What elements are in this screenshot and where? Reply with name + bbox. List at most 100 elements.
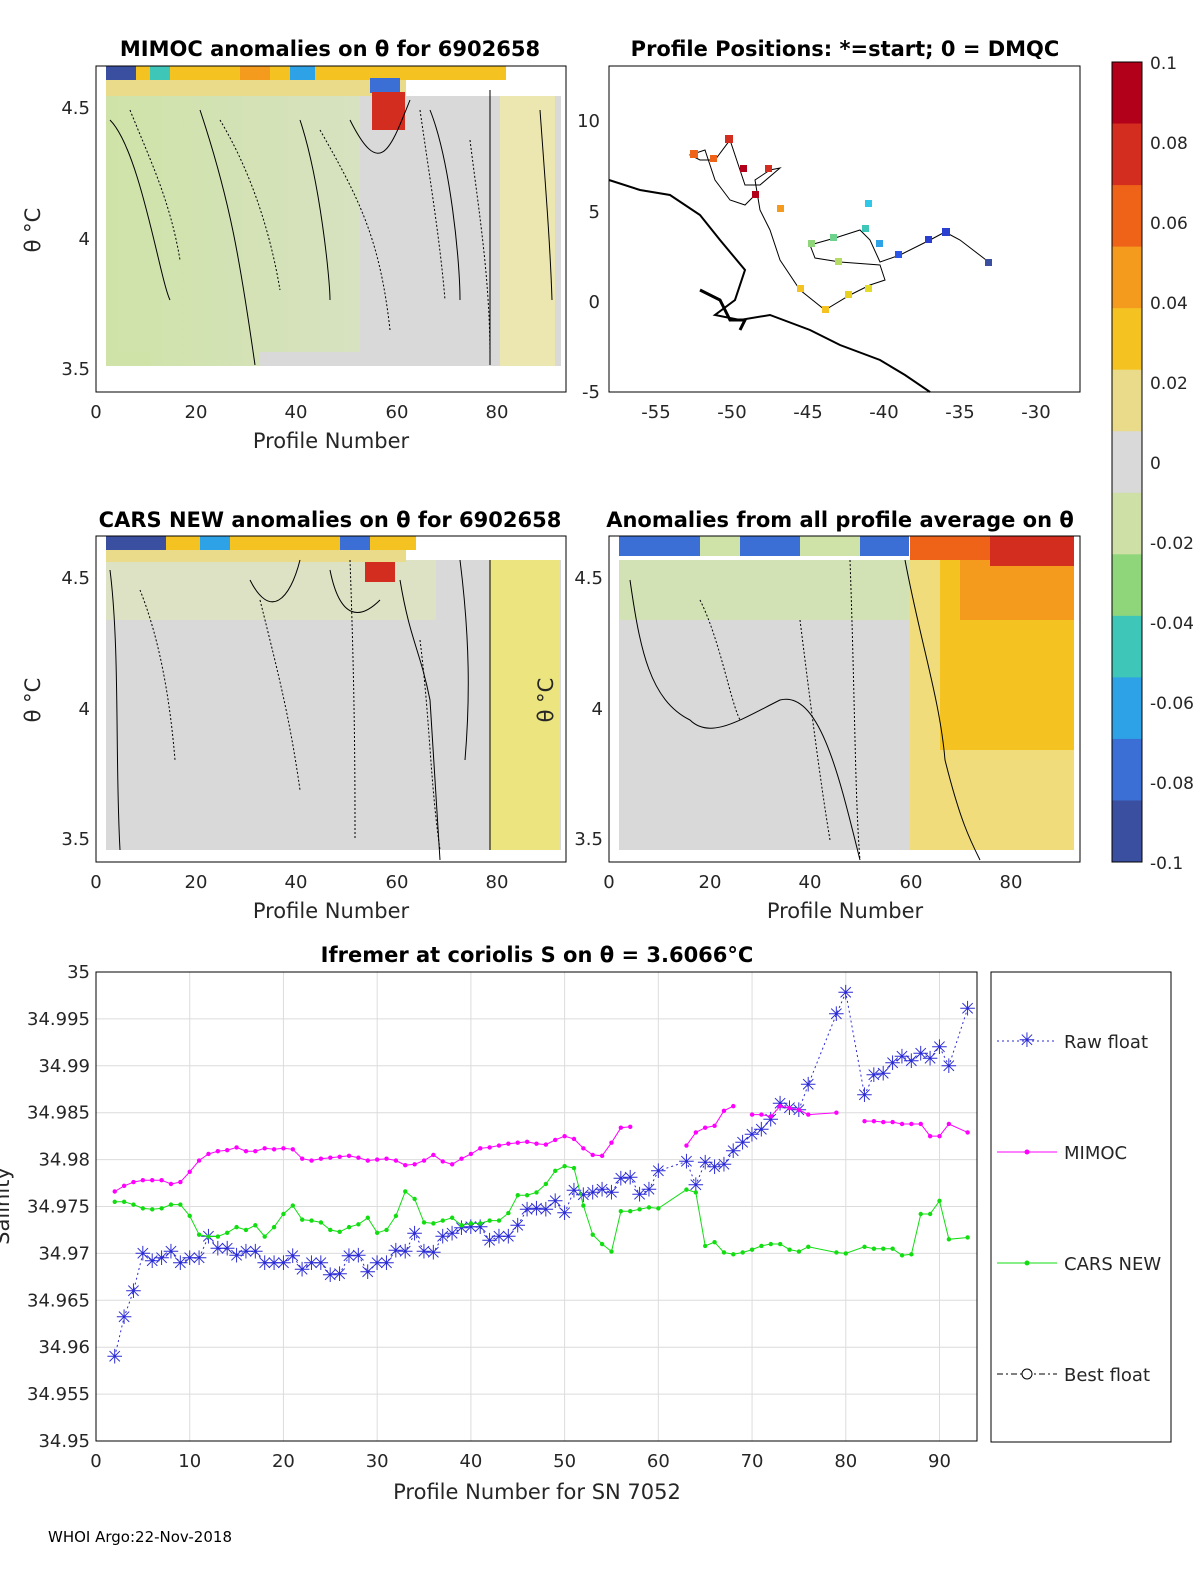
mimoc-point bbox=[487, 1145, 492, 1150]
mimoc-point bbox=[899, 1121, 905, 1127]
cars-new-point bbox=[965, 1235, 970, 1240]
salinity-xticks: 0 10 20 30 40 50 60 70 80 90 bbox=[90, 1451, 951, 1472]
cars-new-point bbox=[309, 1218, 314, 1223]
mimoc-point bbox=[187, 1169, 192, 1174]
raw-float-point: ✳ bbox=[603, 1180, 620, 1204]
salinity-xtick: 20 bbox=[272, 1451, 295, 1472]
cars-new-point bbox=[290, 1203, 296, 1208]
cars-new-point bbox=[215, 1234, 221, 1239]
cars-new-point bbox=[534, 1190, 539, 1195]
raw-float-point: ✳ bbox=[697, 1150, 714, 1174]
mimoc-point bbox=[337, 1154, 342, 1159]
cars-new-point bbox=[449, 1215, 455, 1220]
raw-float-point: ✳ bbox=[388, 1239, 405, 1263]
mimoc-point bbox=[468, 1151, 474, 1157]
cars-new-point bbox=[927, 1211, 933, 1217]
cars-new-point bbox=[553, 1168, 558, 1174]
mimoc-point bbox=[693, 1130, 699, 1135]
positions-ytick: 0 bbox=[589, 292, 600, 313]
raw-float-point: ✳ bbox=[622, 1165, 639, 1189]
positions-xtick: -35 bbox=[945, 402, 974, 423]
mimoc-xlabel: Profile Number bbox=[253, 429, 410, 453]
cars-new-point bbox=[299, 1217, 305, 1222]
salinity-xtick: 30 bbox=[366, 1451, 389, 1472]
mimoc-point bbox=[112, 1189, 117, 1194]
cars-new-point bbox=[262, 1234, 267, 1239]
raw-float-point: ✳ bbox=[884, 1051, 901, 1075]
raw-float-point: ✳ bbox=[584, 1180, 601, 1204]
raw-float-point: ✳ bbox=[106, 1345, 123, 1369]
avg-panel: Anomalies from all profile average on θ … bbox=[534, 508, 1081, 923]
legend-entry-raw: ✳ Raw float bbox=[997, 1028, 1148, 1053]
avg-xtick: 80 bbox=[1000, 872, 1023, 893]
mimoc-point bbox=[871, 1118, 877, 1124]
cars-new-point bbox=[618, 1208, 624, 1214]
avg-xlabel: Profile Number bbox=[767, 899, 924, 923]
cars-new-point bbox=[918, 1211, 923, 1217]
mimoc-point bbox=[215, 1148, 221, 1154]
raw-float-point: ✳ bbox=[425, 1240, 442, 1264]
colorbar-cell bbox=[1112, 738, 1142, 801]
coastline-fragment bbox=[699, 288, 748, 331]
raw-float-point: ✳ bbox=[744, 1122, 761, 1146]
raw-float-point: ✳ bbox=[556, 1201, 573, 1225]
cars-new-point bbox=[628, 1208, 633, 1214]
cars-new-point bbox=[356, 1222, 361, 1227]
raw-float-point: ✳ bbox=[650, 1159, 667, 1183]
colorbar-frame bbox=[1111, 61, 1143, 863]
colorbar-cell bbox=[1112, 62, 1142, 125]
raw-float-point: ✳ bbox=[238, 1240, 255, 1264]
raw-float-point: ✳ bbox=[397, 1240, 414, 1264]
raw-float-point: ✳ bbox=[369, 1251, 386, 1275]
legend-dot-marker bbox=[1024, 1149, 1030, 1155]
cars-new-point bbox=[524, 1193, 530, 1198]
mimoc-point bbox=[881, 1119, 886, 1125]
colorbar-cell bbox=[1112, 431, 1142, 494]
mimoc-ytick: 4.5 bbox=[61, 98, 90, 119]
mimoc-xtick: 0 bbox=[90, 402, 101, 423]
cars-new-point bbox=[834, 1250, 839, 1255]
cars-new-point bbox=[862, 1244, 867, 1250]
mimoc-point bbox=[121, 1183, 127, 1189]
cars-new-point bbox=[768, 1241, 774, 1247]
raw-float-point: ✳ bbox=[406, 1222, 423, 1246]
cars-new-point bbox=[684, 1187, 689, 1192]
avg-contours bbox=[629, 559, 981, 861]
mimoc-point bbox=[150, 1178, 155, 1183]
cars-new-point bbox=[468, 1221, 474, 1226]
raw-float-line bbox=[114, 990, 969, 1357]
cars-xtick: 80 bbox=[486, 872, 509, 893]
raw-float-point: ✳ bbox=[303, 1251, 320, 1275]
series-cars-new bbox=[112, 1163, 970, 1258]
colorbar-tick: -0.1 bbox=[1150, 854, 1183, 874]
cars-new-point bbox=[806, 1244, 811, 1250]
mimoc-point bbox=[946, 1121, 952, 1127]
mimoc-point bbox=[599, 1153, 605, 1159]
colorbar-tick: -0.08 bbox=[1150, 774, 1194, 794]
raw-float-point: ✳ bbox=[631, 1182, 648, 1206]
mimoc-point bbox=[253, 1148, 258, 1154]
cars-new-point bbox=[206, 1234, 211, 1239]
cars-new-point bbox=[796, 1249, 802, 1254]
raw-float-point: ✳ bbox=[341, 1244, 358, 1268]
raw-float-point: ✳ bbox=[800, 1073, 817, 1097]
mimoc-point bbox=[506, 1141, 511, 1146]
salinity-series: ✳✳✳✳✳✳✳✳✳✳ ✳✳✳✳✳✳✳✳✳✳✳✳✳✳✳✳✳✳✳✳✳✳✳✳✳✳✳✳✳✳… bbox=[106, 981, 976, 1369]
legend-label: CARS NEW bbox=[1064, 1254, 1161, 1275]
mimoc-point bbox=[628, 1124, 633, 1129]
cars-new-point bbox=[515, 1193, 520, 1198]
cars-new-point bbox=[459, 1223, 464, 1228]
cars-new-point bbox=[843, 1251, 848, 1256]
raw-float-point: ✳ bbox=[547, 1189, 564, 1213]
colorbar-tick: 0.02 bbox=[1150, 374, 1188, 394]
cars-new-point bbox=[178, 1202, 183, 1207]
raw-float-point: ✳ bbox=[266, 1251, 283, 1275]
legend-label: MIMOC bbox=[1064, 1143, 1127, 1164]
legend-star-marker: ✳ bbox=[1019, 1028, 1036, 1052]
cars-new-point bbox=[318, 1220, 324, 1225]
legend-label: Raw float bbox=[1064, 1032, 1148, 1053]
avg-heatmap bbox=[619, 536, 1074, 850]
mimoc-point bbox=[806, 1112, 811, 1117]
mimoc-point bbox=[299, 1156, 305, 1161]
mimoc-axes-box bbox=[95, 65, 567, 393]
